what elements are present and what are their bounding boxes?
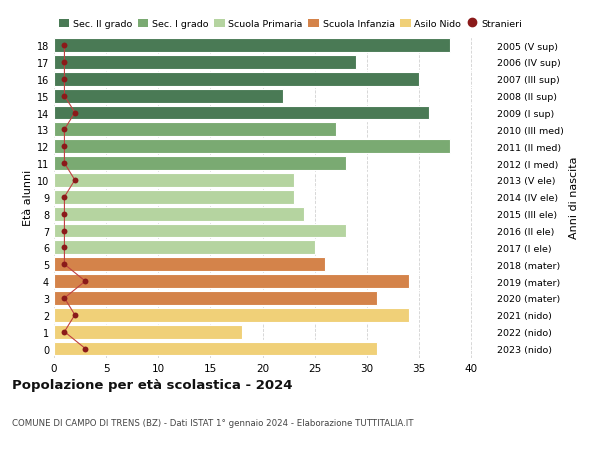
Bar [54, 241, 315, 255]
Point [59, 59, 69, 67]
Point [70, 312, 80, 319]
Bar [54, 140, 450, 154]
Bar [54, 258, 325, 272]
Legend: Sec. II grado, Sec. I grado, Scuola Primaria, Scuola Infanzia, Asilo Nido, Stran: Sec. II grado, Sec. I grado, Scuola Prim… [59, 20, 522, 29]
Text: Popolazione per età scolastica - 2024: Popolazione per età scolastica - 2024 [12, 379, 293, 392]
Bar [54, 106, 430, 120]
Y-axis label: Età alunni: Età alunni [23, 169, 32, 225]
Bar [54, 123, 335, 137]
Point [59, 93, 69, 100]
Y-axis label: Anni di nascita: Anni di nascita [569, 156, 579, 239]
Bar [54, 90, 283, 103]
Bar [54, 291, 377, 305]
Bar [54, 39, 450, 53]
Point [59, 143, 69, 151]
Point [80, 345, 90, 353]
Bar [54, 325, 242, 339]
Bar [54, 157, 346, 171]
Bar [54, 342, 377, 356]
Point [59, 244, 69, 252]
Bar [54, 308, 409, 322]
Bar [54, 73, 419, 86]
Point [59, 76, 69, 83]
Point [59, 227, 69, 235]
Point [70, 177, 80, 184]
Point [80, 278, 90, 285]
Point [70, 110, 80, 117]
Bar [54, 207, 304, 221]
Point [59, 160, 69, 168]
Bar [54, 174, 294, 187]
Point [59, 211, 69, 218]
Bar [54, 56, 356, 70]
Bar [54, 274, 409, 288]
Point [59, 328, 69, 336]
Bar [54, 190, 294, 204]
Bar [54, 224, 346, 238]
Point [59, 261, 69, 269]
Point [59, 295, 69, 302]
Text: COMUNE DI CAMPO DI TRENS (BZ) - Dati ISTAT 1° gennaio 2024 - Elaborazione TUTTIT: COMUNE DI CAMPO DI TRENS (BZ) - Dati IST… [12, 418, 413, 427]
Point [59, 42, 69, 50]
Point [59, 126, 69, 134]
Point [59, 194, 69, 201]
